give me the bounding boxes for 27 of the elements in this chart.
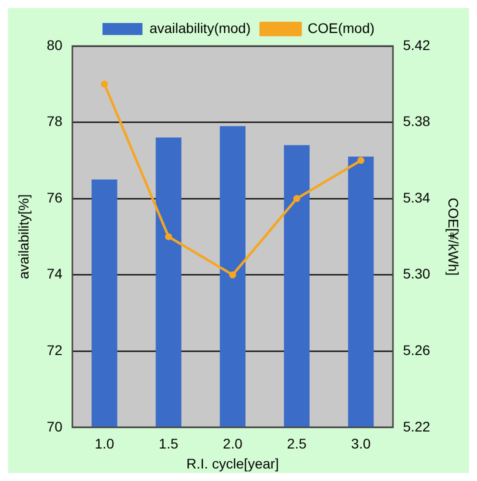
y2-tick-label: 5.26 [402,342,430,358]
point [100,80,108,88]
legend-label: COE(mod) [308,20,375,36]
point [293,195,300,202]
y-tick-label: 76 [46,189,63,206]
y-tick-label: 80 [46,36,63,53]
y2-tick-label: 5.42 [402,36,430,53]
point [357,156,364,164]
y2-tick-label: 5.34 [402,189,430,206]
x-tick-label: 2.5 [287,436,307,452]
x-tick-label: 2.0 [222,436,243,452]
y2-tick-label: 5.22 [402,418,430,434]
y-axis-title: availability[%] [15,194,32,280]
x-tick-label: 1.0 [94,436,114,452]
point [229,271,236,278]
y2-axis-title: COE[¥/kWh] [446,198,462,276]
y-tick-label: 74 [46,266,63,282]
y-tick-label: 72 [46,342,63,358]
legend-label: availability(mod) [149,20,251,36]
y-tick-label: 78 [46,113,63,130]
x-tick-label: 3.0 [351,436,371,452]
y2-tick-label: 5.38 [402,113,430,130]
x-axis-title: R.I. cycle[year] [186,455,279,472]
y2-tick-label: 5.30 [402,266,430,282]
x-tick-label: 1.5 [158,436,178,452]
point [165,233,172,240]
y-tick-label: 70 [46,418,63,434]
